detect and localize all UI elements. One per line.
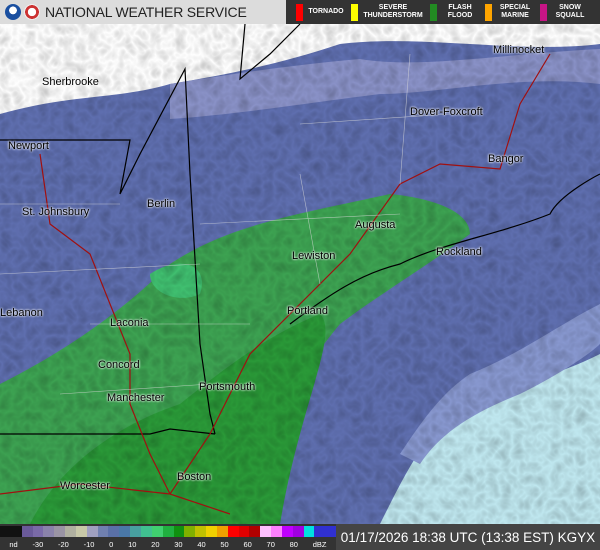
city-label: St. Johnsbury: [22, 206, 90, 218]
legend-tick: 50: [220, 540, 229, 549]
legend-tick: 80: [289, 540, 298, 549]
city-label: Lebanon: [0, 307, 43, 319]
legend-tick: -30: [32, 540, 44, 549]
legend-color-step: [10, 526, 22, 537]
legend-color-step: [292, 526, 304, 537]
noaa-logo: [5, 4, 21, 20]
legend-color-step: [97, 526, 109, 537]
city-label: Sherbrooke: [42, 76, 99, 88]
legend-color-step: [86, 526, 98, 537]
legend-color-step: [130, 526, 141, 537]
highways: [0, 53, 551, 515]
legend-tick: 30: [174, 540, 183, 549]
legend-color-step: [314, 526, 326, 537]
legend-color-step: [43, 526, 55, 537]
reflectivity-color-bar: [0, 526, 337, 537]
timestamp: 01/17/2026 18:38 UTC (13:38 EST) KGYX: [336, 524, 600, 550]
legend-color-step: [75, 526, 87, 537]
state-borders: [0, 24, 600, 435]
legend-color-step: [281, 526, 293, 537]
city-label: Manchester: [107, 392, 165, 404]
footer: nd -30 -20 -10 0 10 20 30 40 50 60 70 80 dBZ 01/17/20…: [0, 524, 600, 550]
header: NATIONAL WEATHER SERVICE TORNADO SEVERE T…: [0, 0, 600, 24]
legend-color-step: [206, 526, 217, 537]
legend-color-step: [21, 526, 33, 537]
city-label: Berlin: [147, 198, 176, 210]
warning-swatch: [351, 3, 358, 21]
legend-color-step: [271, 526, 282, 537]
legend-tick: 0: [109, 540, 114, 549]
city-label: Portland: [287, 305, 328, 317]
warning-snow: SNOW SQUALL: [540, 3, 589, 21]
legend-color-step: [65, 526, 76, 537]
radar-map[interactable]: [0, 24, 600, 524]
legend-tick: nd: [9, 540, 18, 549]
warning-flash: FLASH FLOOD: [430, 3, 479, 21]
city-label: Laconia: [110, 317, 149, 329]
legend-tick: 70: [266, 540, 275, 549]
legend-color-step: [173, 526, 185, 537]
reflectivity-legend: nd -30 -20 -10 0 10 20 30 40 50 60 70 80 dBZ: [0, 524, 337, 550]
city-label: Boston: [177, 471, 212, 483]
warning-swatch: [540, 3, 547, 21]
city-label: Bangor: [488, 153, 524, 165]
legend-color-step: [216, 526, 228, 537]
warning-label: SPECIAL MARINE: [499, 4, 531, 19]
legend-color-step: [249, 526, 261, 537]
warning-legend: TORNADO SEVERE THUNDERSTORM FLASH FLOOD SPE…: [286, 0, 600, 24]
reflectivity-ticks: nd -30 -20 -10 0 10 20 30 40 50 60 70 80 dBZ: [0, 540, 336, 549]
legend-tick: 40: [197, 540, 206, 549]
city-label: Rockland: [436, 246, 482, 258]
legend-tick: -20: [58, 540, 69, 549]
warning-swatch: [430, 3, 437, 21]
legend-color-step: [119, 526, 131, 537]
warning-label: SNOW SQUALL: [555, 4, 585, 19]
legend-color-step: [108, 526, 120, 537]
legend-color-step: [54, 526, 66, 537]
city-label: Newport: [8, 140, 49, 152]
legend-color-step: [260, 526, 272, 537]
legend-color-step: [140, 526, 152, 537]
legend-color-step: [32, 526, 44, 537]
warning-swatch: [296, 3, 303, 21]
city-label: Millinocket: [493, 44, 545, 56]
county-lines: [0, 53, 451, 395]
warning-label: TORNADO: [308, 8, 344, 15]
city-label: Concord: [98, 359, 140, 371]
warning-label: FLASH FLOOD: [447, 4, 473, 19]
legend-color-step: [238, 526, 250, 537]
legend-tick: 60: [243, 540, 252, 549]
warning-swatch: [485, 3, 492, 21]
legend-color-step: [0, 526, 11, 537]
page-title: NATIONAL WEATHER SERVICE: [45, 4, 247, 20]
warning-special: SPECIAL MARINE: [485, 3, 534, 21]
legend-color-step: [162, 526, 174, 537]
city-label: Augusta: [355, 219, 396, 231]
city-label: Portsmouth: [199, 381, 256, 393]
warning-severe: SEVERE THUNDERSTORM: [351, 3, 424, 21]
warning-label: SEVERE THUNDERSTORM: [363, 4, 423, 19]
brand: NATIONAL WEATHER SERVICE: [0, 0, 286, 24]
legend-color-step: [151, 526, 163, 537]
nws-logo: [24, 4, 40, 20]
city-label: Lewiston: [292, 250, 336, 262]
legend-color-step: [325, 526, 337, 537]
radar-texture: [0, 24, 600, 524]
legend-tick: 20: [151, 540, 160, 549]
city-label: Worcester: [60, 480, 110, 492]
legend-tick: -10: [83, 540, 95, 549]
legend-color-step: [195, 526, 207, 537]
legend-color-step: [303, 526, 315, 537]
city-label: Dover-Foxcroft: [410, 106, 483, 118]
legend-color-step: [227, 526, 239, 537]
legend-tick: 10: [128, 540, 137, 549]
legend-tick: dBZ: [312, 540, 327, 549]
warning-tornado: TORNADO: [296, 3, 345, 21]
legend-color-step: [184, 526, 196, 537]
